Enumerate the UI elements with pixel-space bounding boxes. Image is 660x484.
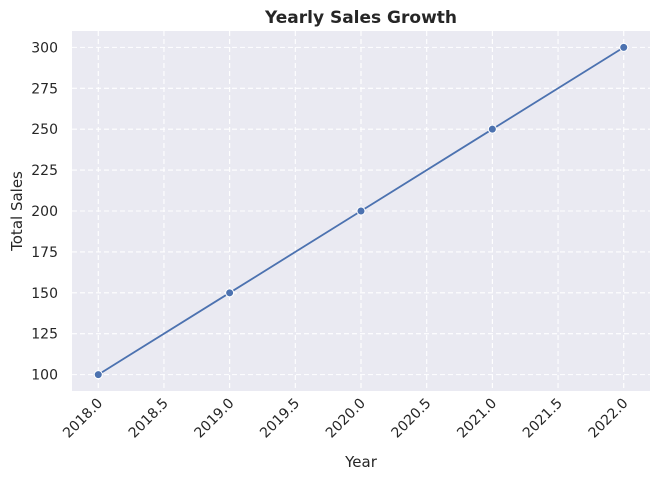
data-point — [619, 42, 629, 52]
x-tick-labels: 2018.0 2018.5 2019.0 2019.5 2020.0 2020.5 2021… — [60, 396, 631, 442]
y-tick-label: 200 — [31, 204, 58, 220]
y-tick-label: 125 — [31, 327, 58, 343]
y-tick-label: 150 — [31, 286, 58, 302]
y-axis-label: Total Sales — [8, 171, 26, 252]
x-tick-label: 2022.0 — [586, 396, 632, 442]
y-tick-label: 300 — [31, 40, 58, 56]
x-tick-label: 2018.0 — [60, 396, 106, 442]
data-point — [356, 206, 366, 216]
x-tick-label: 2021.5 — [520, 396, 566, 442]
y-tick-label: 275 — [31, 81, 58, 97]
data-point — [487, 124, 497, 134]
data-point — [225, 288, 235, 298]
x-tick-label: 2018.5 — [126, 396, 172, 442]
x-tick-label: 2020.5 — [389, 396, 435, 442]
y-tick-label: 100 — [31, 368, 58, 384]
x-axis-label: Year — [344, 453, 378, 471]
x-tick-label: 2019.0 — [192, 396, 238, 442]
y-tick-label: 175 — [31, 245, 58, 261]
series-layer — [93, 42, 629, 380]
y-tick-label: 225 — [31, 163, 58, 179]
x-tick-label: 2020.0 — [323, 396, 369, 442]
data-point — [93, 370, 103, 380]
chart-title: Yearly Sales Growth — [264, 8, 457, 28]
x-tick-label: 2019.5 — [257, 396, 303, 442]
x-tick-label: 2021.0 — [454, 396, 500, 442]
y-tick-labels: 100 125 150 175 200 225 250 275 300 — [31, 40, 58, 383]
y-tick-label: 250 — [31, 122, 58, 138]
